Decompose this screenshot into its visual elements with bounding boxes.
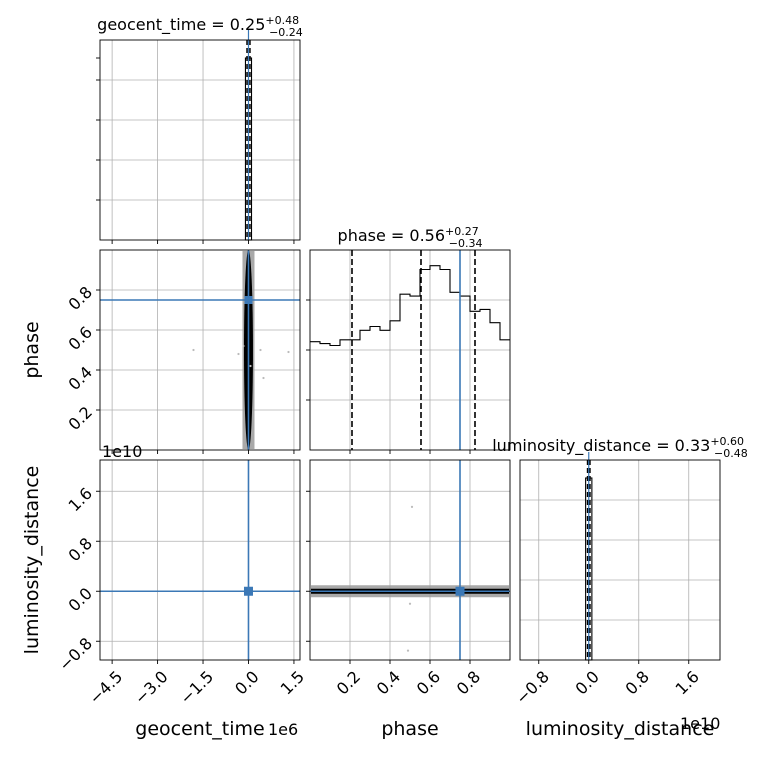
ld-hist-frame [519, 459, 721, 661]
phase-xtick-label-1: 0.4 [373, 667, 404, 698]
xlabel-phase: phase [381, 718, 438, 740]
phase-geocent-sample-1 [237, 352, 240, 356]
phase-geocent-sample-5 [262, 376, 265, 380]
ld-x-xtick-label-0: −0.8 [512, 667, 553, 708]
ld-title: luminosity_distance = 0.33+0.60 −0.48 [492, 435, 748, 460]
ylabel-luminosity-distance: luminosity_distance [21, 466, 43, 655]
phase-geocent-sample-4 [287, 350, 290, 354]
geocent-title: geocent_time = 0.25+0.48 −0.24 [97, 14, 303, 39]
geocent-xtick-label-3: 0.0 [231, 667, 262, 698]
ld-ytick-label-0: −0.8 [55, 634, 96, 675]
phase-geocent-sample-2 [242, 344, 245, 348]
phase-geocent-truth-marker [244, 296, 253, 304]
phase-ytick-label-3: 0.8 [65, 283, 96, 314]
ld-phase-truth-marker [455, 586, 465, 596]
xlabel-luminosity-distance: luminosity_distance [526, 718, 715, 740]
geocent-xtick-label-2: −1.5 [176, 667, 217, 708]
xlabel-geocent-time: geocent_time [135, 718, 264, 740]
phase-hist-frame [309, 249, 511, 451]
offset-ld-x: 1e10 [680, 714, 720, 733]
ld-geocent-truth-marker [243, 586, 253, 596]
phase-ytick-label-0: 0.2 [65, 403, 96, 434]
phase-geocent-frame [99, 249, 301, 451]
phase-xtick-label-3: 0.8 [453, 667, 484, 698]
ld-ytick-label-3: 1.6 [65, 484, 96, 515]
ylabel-phase: phase [21, 321, 43, 378]
phase-geocent-sample-6 [249, 364, 252, 368]
phase-xtick-label-0: 0.2 [333, 667, 364, 698]
ld-ytick-label-2: 0.8 [65, 534, 96, 565]
ld-phase-sample-0 [410, 505, 414, 508]
geocent-hist-frame [99, 39, 301, 241]
ld-x-xtick-label-2: 0.8 [621, 667, 652, 698]
offset-geocent-x: 1e6 [268, 720, 298, 739]
ld-ytick-label-1: 0.0 [65, 584, 96, 615]
ld-geocent-frame [99, 459, 301, 661]
geocent-xtick-label-0: −4.5 [85, 667, 126, 708]
ld-phase-sample-2 [406, 649, 410, 652]
phase-title: phase = 0.56+0.27 −0.34 [338, 225, 483, 250]
phase-geocent-sample-3 [259, 348, 262, 352]
geocent-xtick-label-4: 1.5 [277, 667, 308, 698]
phase-xtick-label-2: 0.6 [413, 667, 444, 698]
offset-ld-y: 1e10 [102, 442, 142, 461]
phase-ytick-label-1: 0.4 [65, 363, 96, 394]
phase-ytick-label-2: 0.6 [65, 323, 96, 354]
geocent-xtick-label-1: −3.0 [131, 667, 172, 708]
ld-x-xtick-label-1: 0.0 [571, 667, 602, 698]
phase-geocent-sample-0 [192, 348, 195, 352]
ld-x-xtick-label-3: 1.6 [671, 667, 702, 698]
ld-phase-sample-1 [408, 602, 412, 605]
ld-phase-frame [309, 459, 511, 661]
phase-hist-steps [310, 265, 510, 347]
